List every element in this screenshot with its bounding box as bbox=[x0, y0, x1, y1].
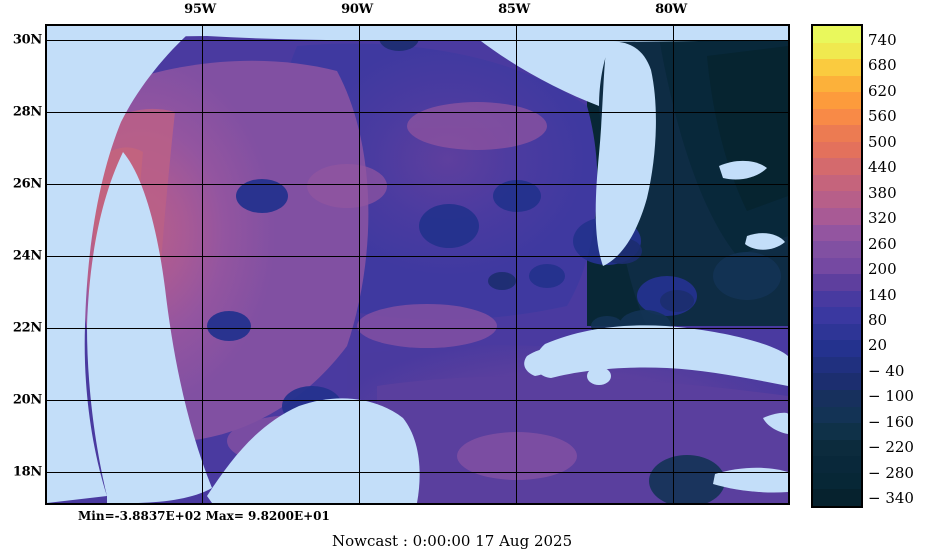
colorbar-tick-label: 620 bbox=[868, 81, 897, 100]
colorbar-tick-label: − 280 bbox=[868, 463, 914, 482]
colorbar-tick-label: 320 bbox=[868, 209, 897, 228]
colorbar-tick-label: 140 bbox=[868, 285, 897, 304]
lon-tick-label: 95W bbox=[184, 2, 216, 17]
colorbar-tick-label: − 100 bbox=[868, 387, 914, 406]
colorbar-band bbox=[813, 423, 861, 440]
colorbar-band bbox=[813, 26, 861, 43]
colorbar-band bbox=[813, 158, 861, 175]
colorbar-tick-label: 500 bbox=[868, 132, 897, 151]
lat-tick-label: 26N bbox=[12, 176, 42, 192]
colorbar-tick-label: 740 bbox=[868, 30, 897, 49]
colorbar-band bbox=[813, 42, 861, 60]
colorbar-tick-label: 680 bbox=[868, 56, 897, 75]
colorbar-band bbox=[813, 224, 861, 242]
colorbar-band bbox=[813, 340, 861, 357]
colorbar-band bbox=[813, 174, 861, 192]
colorbar-band bbox=[813, 456, 861, 473]
colorbar-band bbox=[813, 406, 861, 424]
colorbar-band bbox=[813, 472, 861, 490]
colorbar bbox=[811, 24, 863, 508]
colorbar-tick-label: 560 bbox=[868, 107, 897, 126]
colorbar-band bbox=[813, 323, 861, 341]
colorbar-band bbox=[813, 257, 861, 275]
colorbar-band bbox=[813, 191, 861, 209]
colorbar-tick-label: 440 bbox=[868, 158, 897, 177]
lat-tick-label: 28N bbox=[12, 104, 42, 120]
colorbar-band bbox=[813, 489, 861, 506]
lat-tick-label: 20N bbox=[12, 392, 42, 408]
lat-tick-label: 30N bbox=[12, 32, 42, 48]
colorbar-band bbox=[813, 108, 861, 126]
colorbar-tick-label: 260 bbox=[868, 234, 897, 253]
colorbar-band bbox=[813, 274, 861, 291]
colorbar-band bbox=[813, 75, 861, 93]
lon-tick-label: 85W bbox=[498, 2, 530, 17]
lat-tick-label: 18N bbox=[12, 464, 42, 480]
map-field-raster bbox=[47, 26, 788, 503]
minmax-caption: Min=-3.8837E+02 Max= 9.8200E+01 bbox=[78, 509, 330, 523]
colorbar-band bbox=[813, 92, 861, 109]
nowcast-caption: Nowcast : 0:00:00 17 Aug 2025 bbox=[332, 532, 573, 550]
colorbar-band bbox=[813, 208, 861, 225]
lon-tick-label: 90W bbox=[341, 2, 373, 17]
map-plot-area bbox=[45, 24, 790, 505]
colorbar-tick-label: 80 bbox=[868, 311, 888, 329]
colorbar-band bbox=[813, 356, 861, 374]
colorbar-band bbox=[813, 373, 861, 391]
colorbar-tick-label: − 40 bbox=[868, 361, 905, 380]
colorbar-band bbox=[813, 390, 861, 407]
colorbar-band bbox=[813, 241, 861, 258]
lat-tick-label: 24N bbox=[12, 248, 42, 264]
colorbar-band bbox=[813, 125, 861, 142]
colorbar-tick-label: − 160 bbox=[868, 412, 914, 431]
colorbar-band bbox=[813, 141, 861, 159]
colorbar-band bbox=[813, 307, 861, 324]
colorbar-tick-label: − 340 bbox=[868, 489, 914, 508]
colorbar-band bbox=[813, 59, 861, 76]
colorbar-tick-label: 200 bbox=[868, 260, 897, 279]
colorbar-band bbox=[813, 439, 861, 457]
colorbar-tick-label: − 220 bbox=[868, 438, 914, 457]
lon-tick-label: 80W bbox=[655, 2, 687, 17]
colorbar-tick-label: 20 bbox=[868, 336, 888, 355]
colorbar-band bbox=[813, 290, 861, 308]
colorbar-tick-label: 380 bbox=[868, 183, 897, 202]
lat-tick-label: 22N bbox=[12, 320, 42, 336]
